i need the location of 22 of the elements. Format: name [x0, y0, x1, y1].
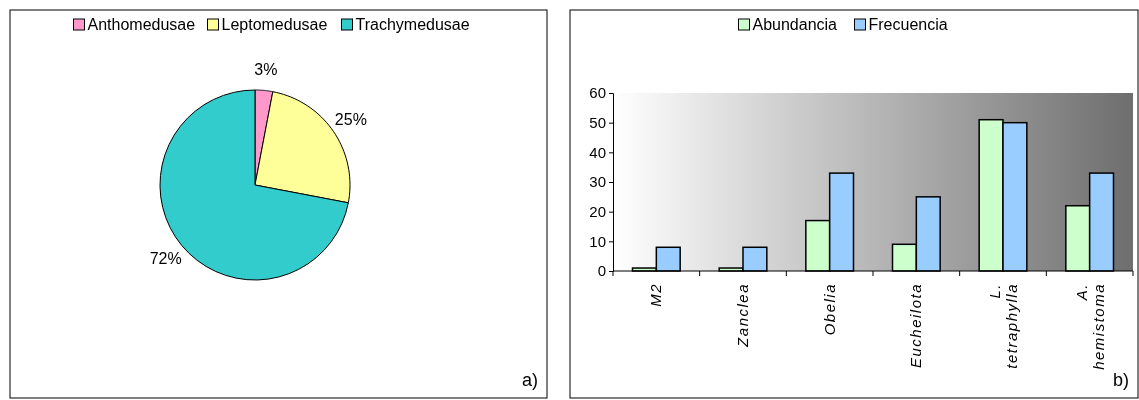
y-tick-label: 60	[589, 84, 606, 102]
x-tick-label: Obelia	[820, 283, 838, 336]
legend-label: Leptomedusae	[221, 16, 328, 33]
legend-label: Trachymedusae	[355, 16, 470, 33]
x-tick-label: L. tetraphylla	[986, 283, 1020, 369]
y-tick-label: 30	[589, 173, 606, 191]
text: b)	[1112, 370, 1129, 390]
y-tick-label: 20	[589, 202, 606, 220]
x-tick-label: M2	[647, 283, 665, 307]
y-tick-label: 50	[589, 113, 606, 131]
x-tick-label: Zanclea	[734, 283, 751, 348]
legend-label: Abundancia	[752, 16, 838, 33]
legend-label: Frecuencia	[868, 16, 948, 33]
text: a)	[521, 370, 538, 390]
y-tick-label: 0	[597, 262, 606, 280]
y-tick-label: 10	[589, 232, 606, 250]
legend-label: Anthomedusae	[87, 16, 196, 33]
y-tick-label: 40	[589, 143, 606, 161]
data-label: 25%	[334, 110, 367, 128]
data-label: 3%	[254, 60, 278, 78]
data-label: 72%	[149, 249, 182, 267]
x-tick-label: Eucheilota	[907, 283, 925, 369]
